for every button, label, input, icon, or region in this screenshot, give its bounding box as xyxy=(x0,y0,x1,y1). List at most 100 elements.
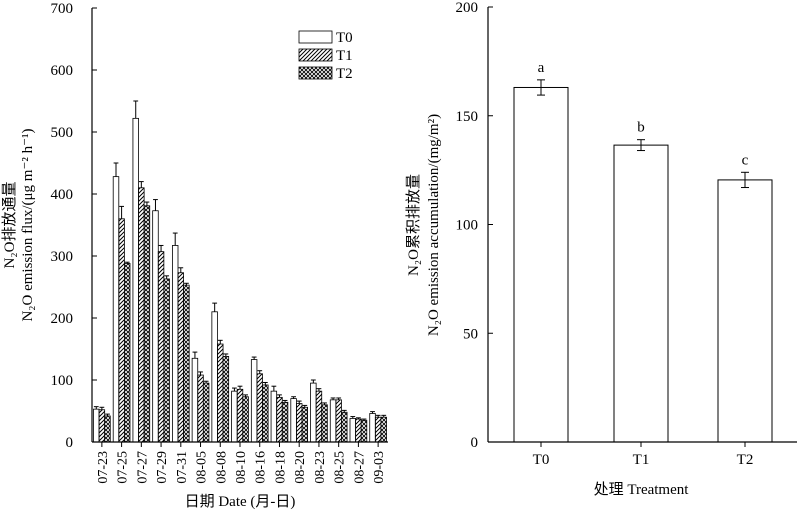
accumulation-chart: a b c T0 T1 T2 0 50 100 150 200 处理 Treatment N₂O累… xyxy=(405,0,797,498)
flux-bar-t1-08-18 xyxy=(276,396,283,443)
flux-bar-t1-07-23 xyxy=(98,409,106,443)
accumulation-bars: a b c xyxy=(513,60,773,443)
flux-bar-t2-08-08 xyxy=(222,356,230,443)
flux-bar-t2-08-16 xyxy=(262,384,269,443)
accumulation-bar-t2 xyxy=(717,179,773,443)
flux-bar-t2-08-20 xyxy=(301,406,308,443)
flux-ylabel-en: N₂O emission flux/(μg m⁻² h⁻¹) xyxy=(20,128,36,321)
flux-xtick-label: 07-23 xyxy=(96,451,111,484)
flux-bar-t1-07-29 xyxy=(157,251,165,443)
flux-bar-t2-08-10 xyxy=(242,396,249,443)
flux-bar-t1-07-27 xyxy=(138,187,145,443)
accumulation-xtick-label: T0 xyxy=(533,452,550,468)
flux-bar-t1-08-23 xyxy=(315,390,323,443)
flux-bar-t1-08-20 xyxy=(295,403,303,443)
accumulation-xtick-label: T2 xyxy=(737,452,754,468)
flux-bar-t0-08-16 xyxy=(250,359,258,443)
legend-swatch-t1 xyxy=(298,48,333,62)
flux-bar-t0-08-08 xyxy=(211,311,218,443)
significance-letter-t0: a xyxy=(538,60,545,76)
flux-chart: 07-23 07-25 07-27 07-29 07-31 08-05 08-08 08-10… xyxy=(1,1,388,510)
accumulation-bar-t0 xyxy=(513,86,569,443)
flux-xtick-label: 07-29 xyxy=(155,451,170,484)
flux-xtick-label: 08-16 xyxy=(254,451,269,484)
flux-ytick-label: 400 xyxy=(51,187,74,203)
accumulation-ytick-label: 50 xyxy=(463,326,478,342)
flux-xtick-label: 08-05 xyxy=(195,451,210,484)
flux-bar-t2-08-05 xyxy=(202,382,210,443)
flux-ytick-label: 600 xyxy=(51,63,74,79)
flux-bar-t1-08-25 xyxy=(335,399,342,443)
flux-bar-t2-07-23 xyxy=(104,415,111,443)
flux-bar-t0-08-27 xyxy=(349,418,356,443)
flux-legend: T0 T1 T2 xyxy=(298,30,353,82)
accumulation-ticks: T0 T1 T2 0 50 100 150 200 xyxy=(456,0,754,468)
flux-bar-t0-08-25 xyxy=(329,399,337,443)
flux-bar-t1-09-03 xyxy=(374,416,382,443)
flux-bar-t1-08-27 xyxy=(355,418,362,443)
accumulation-ytick-label: 100 xyxy=(456,218,479,234)
legend-swatch-t0 xyxy=(298,30,333,44)
flux-ytick-label: 100 xyxy=(51,373,74,389)
accumulation-ytick-label: 200 xyxy=(456,0,479,16)
flux-xtick-label: 07-31 xyxy=(175,451,190,484)
flux-bar-t2-08-18 xyxy=(281,401,289,443)
flux-bar-t0-08-20 xyxy=(290,398,297,443)
legend-label-t2: T2 xyxy=(336,66,353,82)
accumulation-xlabel: 处理 Treatment xyxy=(594,481,690,498)
flux-bar-t2-08-25 xyxy=(341,411,348,443)
accumulation-bar-t1 xyxy=(613,144,669,443)
flux-xtick-label: 07-25 xyxy=(116,451,131,484)
flux-bars xyxy=(93,100,387,443)
flux-bar-t2-07-31 xyxy=(183,284,190,443)
legend-swatch-t2 xyxy=(298,66,333,80)
flux-ytick-label: 200 xyxy=(51,311,74,327)
accumulation-ylabel-en: N₂O emission accumulation/(mg/m²) xyxy=(426,114,442,336)
accumulation-ylabel-cn: N₂O累积排放量 xyxy=(405,174,422,276)
flux-xtick-label: 07-27 xyxy=(135,451,150,484)
accumulation-ytick-label: 0 xyxy=(471,435,479,451)
flux-bar-t2-07-27 xyxy=(143,205,151,443)
flux-bar-t2-07-29 xyxy=(163,278,170,443)
flux-bar-t1-07-25 xyxy=(118,218,125,443)
flux-ytick-label: 500 xyxy=(51,125,74,141)
flux-bar-t0-08-10 xyxy=(231,390,238,443)
significance-letter-t2: c xyxy=(742,152,749,168)
accumulation-ytick-label: 150 xyxy=(456,109,479,125)
flux-ytick-label: 300 xyxy=(51,249,74,265)
flux-xtick-label: 08-10 xyxy=(234,451,249,484)
legend-label-t0: T0 xyxy=(336,30,353,46)
flux-bar-t1-08-05 xyxy=(197,374,204,443)
flux-bar-t0-07-23 xyxy=(93,408,100,443)
flux-bar-t0-07-25 xyxy=(112,176,120,443)
flux-xtick-label: 08-20 xyxy=(293,451,308,484)
flux-xtick-label: 08-27 xyxy=(352,451,367,484)
flux-bar-t2-08-27 xyxy=(360,419,368,443)
flux-ytick-label: 700 xyxy=(51,1,74,17)
flux-bar-t0-07-29 xyxy=(152,210,159,443)
flux-bar-t0-08-05 xyxy=(191,357,199,443)
flux-xtick-label: 08-18 xyxy=(273,451,288,484)
significance-letter-t1: b xyxy=(637,120,645,136)
flux-bar-t2-09-03 xyxy=(380,416,387,443)
flux-ylabel-cn: N₂O排放通量 xyxy=(1,182,18,269)
flux-xtick-label: 09-03 xyxy=(372,451,387,484)
flux-bar-t0-07-31 xyxy=(171,245,179,443)
flux-bar-t2-08-23 xyxy=(321,404,328,443)
flux-xtick-label: 08-25 xyxy=(333,451,348,484)
flux-bar-t0-08-18 xyxy=(270,390,278,443)
legend-label-t1: T1 xyxy=(336,48,353,64)
flux-ticks: 07-23 07-25 07-27 07-29 07-31 08-05 08-08 08-10… xyxy=(51,1,388,484)
flux-xlabel: 日期 Date (月-日) xyxy=(185,493,296,510)
flux-bar-t1-08-08 xyxy=(217,343,224,443)
flux-ytick-label: 0 xyxy=(66,435,74,451)
flux-bar-t0-07-27 xyxy=(132,117,139,443)
flux-xtick-label: 08-23 xyxy=(313,451,328,484)
flux-bar-t0-09-03 xyxy=(369,413,376,443)
flux-bar-t1-07-31 xyxy=(177,272,184,443)
flux-bar-t1-08-10 xyxy=(236,388,244,443)
flux-bar-t2-07-25 xyxy=(124,263,131,443)
flux-xtick-label: 08-08 xyxy=(214,451,229,484)
flux-bar-t0-08-23 xyxy=(310,382,317,443)
